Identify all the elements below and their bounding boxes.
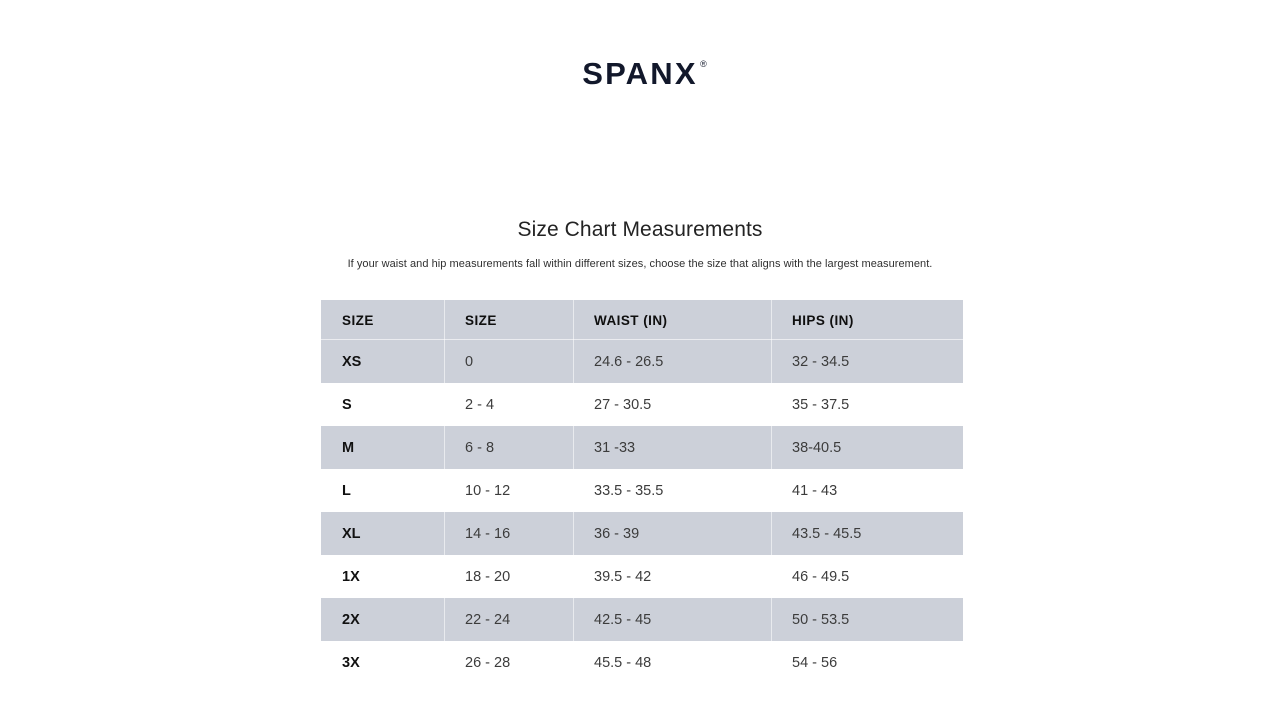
table-row: S 2 - 4 27 - 30.5 35 - 37.5 (321, 383, 963, 426)
table-row: M 6 - 8 31 -33 38-40.5 (321, 426, 963, 469)
cell-waist: 36 - 39 (573, 512, 771, 555)
column-header-size-letter: SIZE (321, 300, 444, 340)
table-body: XS 0 24.6 - 26.5 32 - 34.5 S 2 - 4 27 - … (321, 340, 963, 684)
cell-size-letter: XL (321, 512, 444, 555)
cell-waist: 27 - 30.5 (573, 383, 771, 426)
column-header-size-number: SIZE (444, 300, 573, 340)
brand-logo-container: SPANX ® (0, 58, 1280, 89)
cell-size-letter: 1X (321, 555, 444, 598)
cell-hips: 54 - 56 (771, 641, 963, 684)
brand-name: SPANX (582, 56, 698, 91)
table-row: 1X 18 - 20 39.5 - 42 46 - 49.5 (321, 555, 963, 598)
heading-container: Size Chart Measurements If your waist an… (0, 216, 1280, 272)
cell-size-number: 10 - 12 (444, 469, 573, 512)
cell-size-letter: S (321, 383, 444, 426)
registered-trademark-icon: ® (700, 59, 707, 69)
spanx-logo[interactable]: SPANX ® (582, 56, 707, 91)
cell-hips: 43.5 - 45.5 (771, 512, 963, 555)
column-header-hips: HIPS (IN) (771, 300, 963, 340)
page-title: Size Chart Measurements (517, 218, 763, 241)
cell-hips: 32 - 34.5 (771, 340, 963, 383)
table-row: 2X 22 - 24 42.5 - 45 50 - 53.5 (321, 598, 963, 641)
cell-hips: 50 - 53.5 (771, 598, 963, 641)
table-header-row: SIZE SIZE WAIST (IN) HIPS (IN) (321, 300, 963, 340)
cell-size-number: 14 - 16 (444, 512, 573, 555)
cell-size-letter: L (321, 469, 444, 512)
cell-size-number: 26 - 28 (444, 641, 573, 684)
cell-size-letter: 2X (321, 598, 444, 641)
column-header-waist: WAIST (IN) (573, 300, 771, 340)
cell-hips: 41 - 43 (771, 469, 963, 512)
page-subtitle: If your waist and hip measurements fall … (347, 258, 933, 270)
cell-size-number: 6 - 8 (444, 426, 573, 469)
size-chart-container: SIZE SIZE WAIST (IN) HIPS (IN) XS 0 24.6… (321, 300, 963, 684)
cell-waist: 24.6 - 26.5 (573, 340, 771, 383)
size-chart-table: SIZE SIZE WAIST (IN) HIPS (IN) XS 0 24.6… (321, 300, 963, 684)
cell-waist: 39.5 - 42 (573, 555, 771, 598)
cell-hips: 35 - 37.5 (771, 383, 963, 426)
cell-waist: 33.5 - 35.5 (573, 469, 771, 512)
cell-waist: 42.5 - 45 (573, 598, 771, 641)
table-row: L 10 - 12 33.5 - 35.5 41 - 43 (321, 469, 963, 512)
cell-size-letter: M (321, 426, 444, 469)
table-row: XL 14 - 16 36 - 39 43.5 - 45.5 (321, 512, 963, 555)
table-row: 3X 26 - 28 45.5 - 48 54 - 56 (321, 641, 963, 684)
cell-hips: 46 - 49.5 (771, 555, 963, 598)
cell-size-number: 2 - 4 (444, 383, 573, 426)
cell-waist: 31 -33 (573, 426, 771, 469)
cell-size-number: 22 - 24 (444, 598, 573, 641)
cell-size-number: 0 (444, 340, 573, 383)
cell-hips: 38-40.5 (771, 426, 963, 469)
cell-waist: 45.5 - 48 (573, 641, 771, 684)
cell-size-letter: XS (321, 340, 444, 383)
table-head: SIZE SIZE WAIST (IN) HIPS (IN) (321, 300, 963, 340)
cell-size-number: 18 - 20 (444, 555, 573, 598)
table-row: XS 0 24.6 - 26.5 32 - 34.5 (321, 340, 963, 383)
cell-size-letter: 3X (321, 641, 444, 684)
